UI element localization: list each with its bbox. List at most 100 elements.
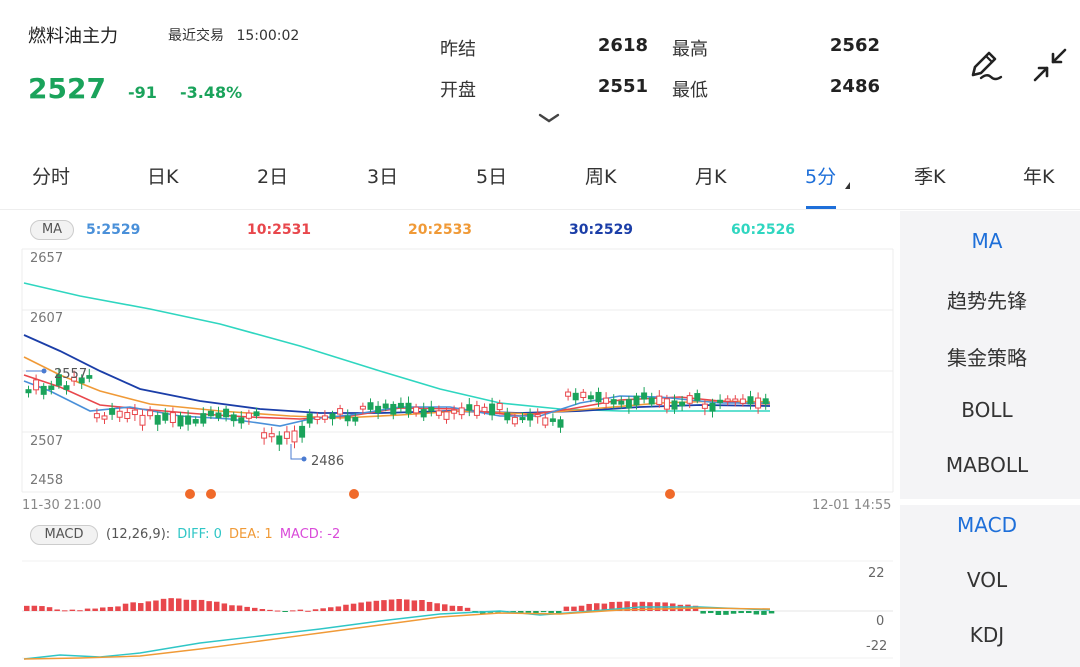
- candle: [215, 412, 222, 419]
- indicator-trend-pioneer[interactable]: 趋势先锋: [947, 289, 1027, 313]
- candle: [443, 411, 450, 420]
- candle: [572, 392, 579, 401]
- candle: [329, 413, 336, 420]
- candle: [671, 400, 678, 410]
- tab-5day[interactable]: 5日: [476, 166, 508, 188]
- stat-value-low: 2486: [829, 76, 880, 97]
- candle: [527, 413, 534, 421]
- candle: [648, 397, 655, 405]
- period-tabs: 分时 日K 2日 3日 5日 周K 月K 5分 季K 年K: [0, 140, 1080, 210]
- candle: [580, 391, 587, 398]
- candle: [276, 435, 283, 445]
- indicator-macd[interactable]: MACD: [957, 513, 1017, 537]
- stat-value-open: 2551: [597, 76, 648, 97]
- macd-bar: [153, 600, 159, 611]
- tab-weekly[interactable]: 周K: [585, 166, 617, 188]
- tab-5min[interactable]: 5分: [805, 166, 837, 188]
- macd-bar: [419, 600, 425, 611]
- candle: [747, 396, 754, 405]
- candle: [375, 405, 382, 413]
- candle: [223, 408, 230, 418]
- macd-tick-neg22: -22: [866, 639, 888, 654]
- stat-label-low: 最低: [672, 80, 708, 101]
- high-price-label: 2557: [54, 367, 88, 382]
- macd-bar: [578, 605, 585, 611]
- candle: [48, 385, 55, 390]
- macd-bar: [396, 599, 402, 611]
- macd-bar: [290, 610, 296, 612]
- macd-bar: [92, 608, 98, 611]
- candle: [306, 413, 313, 424]
- last-trade: 最近交易 15:00:02: [168, 25, 307, 45]
- kline-chart-area[interactable]: MA 5:2529 10:2531 20:2533 30:2529 60:252…: [0, 211, 900, 667]
- y-tick-2657: 2657: [30, 251, 64, 266]
- candle: [739, 398, 746, 404]
- indicator-maboll[interactable]: MABOLL: [945, 453, 1029, 477]
- macd-bar: [84, 608, 91, 611]
- indicator-kdj[interactable]: KDJ: [969, 623, 1005, 647]
- indicator-boll[interactable]: BOLL: [961, 398, 1013, 422]
- event-marker: [206, 489, 216, 499]
- draw-icon[interactable]: [965, 45, 1005, 85]
- candle: [177, 415, 184, 427]
- candle: [466, 404, 473, 411]
- macd-tick-0: 0: [876, 614, 885, 629]
- ma-pill[interactable]: MA: [30, 220, 74, 240]
- tab-monthly[interactable]: 月K: [695, 166, 727, 188]
- macd-bar: [335, 606, 342, 611]
- macd-bar: [122, 603, 129, 611]
- candle: [656, 395, 663, 405]
- candle: [169, 412, 176, 423]
- macd-bar: [39, 606, 45, 611]
- macd-bar: [738, 611, 744, 614]
- tab-intraday[interactable]: 分时: [32, 166, 71, 188]
- macd-bar: [46, 607, 53, 611]
- candlestick-chart[interactable]: [0, 211, 900, 667]
- tab-dropdown-caret-icon[interactable]: [845, 182, 850, 189]
- macd-bar: [236, 605, 243, 611]
- tab-daily[interactable]: 日K: [147, 166, 179, 188]
- candle: [147, 410, 154, 417]
- tab-yearly[interactable]: 年K: [1023, 166, 1055, 188]
- candle: [504, 412, 511, 421]
- candle: [625, 399, 632, 409]
- candle: [382, 403, 389, 409]
- macd-bar: [176, 598, 182, 611]
- expand-chevron-icon[interactable]: [538, 112, 560, 124]
- macd-bar: [252, 607, 258, 611]
- candle: [663, 398, 670, 410]
- candle: [679, 401, 686, 407]
- macd-bar: [100, 607, 106, 611]
- ma30-label: 30:2529: [569, 222, 634, 238]
- candle: [610, 399, 617, 405]
- candle: [200, 413, 207, 424]
- indicator-fund-strategy[interactable]: 集金策略: [947, 346, 1027, 370]
- macd-bar: [464, 607, 471, 611]
- indicator-ma[interactable]: MA: [971, 229, 1003, 253]
- macd-diff: DIFF: 0: [177, 527, 222, 542]
- tab-quarterly[interactable]: 季K: [914, 166, 946, 188]
- collapse-icon[interactable]: [1030, 45, 1070, 85]
- macd-bar: [571, 606, 577, 611]
- macd-bar: [168, 598, 174, 611]
- event-marker: [185, 489, 195, 499]
- y-tick-2607: 2607: [30, 311, 64, 326]
- tab-2day[interactable]: 2日: [257, 166, 289, 188]
- macd-bar: [366, 601, 372, 611]
- macd-bar: [442, 604, 448, 611]
- candle: [367, 402, 374, 410]
- indicator-panel: MA 趋势先锋 集金策略 BOLL MABOLL MACD VOL KDJ: [900, 211, 1080, 667]
- indicator-vol[interactable]: VOL: [966, 568, 1008, 592]
- macd-bar: [160, 598, 167, 611]
- macd-pill[interactable]: MACD: [30, 525, 98, 545]
- macd-dea: DEA: 1: [229, 527, 273, 542]
- tab-3day[interactable]: 3日: [367, 166, 399, 188]
- macd-bar: [115, 606, 121, 611]
- macd-bar: [457, 606, 463, 611]
- macd-bar: [297, 609, 304, 611]
- candle: [230, 414, 237, 422]
- last-trade-label: 最近交易: [168, 28, 224, 44]
- candle: [435, 410, 442, 416]
- macd-bar: [404, 599, 410, 611]
- macd-bar: [198, 599, 205, 611]
